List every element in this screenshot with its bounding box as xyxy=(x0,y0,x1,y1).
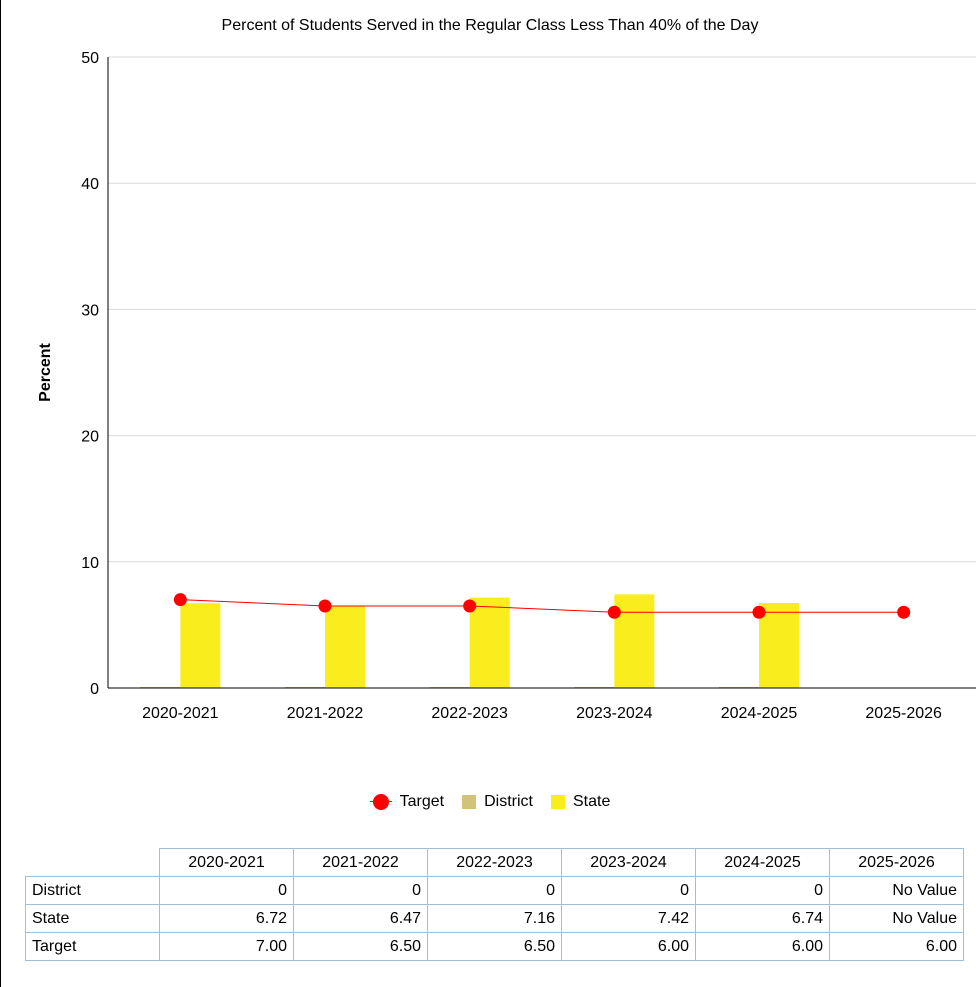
table-row-state: State 6.72 6.47 7.16 7.42 6.74 No Value xyxy=(25,904,964,933)
table-cell: 6.72 xyxy=(159,904,294,933)
bar-state-2023-2024 xyxy=(614,594,655,688)
x-tick-label: 2020-2021 xyxy=(142,705,219,722)
bar-state-2021-2022 xyxy=(325,606,365,688)
table-header-cell: 2022-2023 xyxy=(427,848,562,877)
legend-entry-district: District xyxy=(462,793,533,811)
point-target-2020-2021 xyxy=(173,593,187,607)
legend-label-district: District xyxy=(484,793,533,810)
table-row-label: State xyxy=(25,904,160,933)
table-row-target: Target 7.00 6.50 6.50 6.00 6.00 6.00 xyxy=(25,932,964,961)
table-cell: 6.00 xyxy=(695,932,830,961)
table-cell: 6.50 xyxy=(293,932,428,961)
grid-layer xyxy=(108,56,976,563)
bar-state-2020-2021 xyxy=(180,603,221,688)
table-cell: 0 xyxy=(427,876,562,905)
legend-entry-target: Target xyxy=(369,793,445,811)
x-tick-label: 2022-2023 xyxy=(431,705,508,722)
table-header-cell: 2023-2024 xyxy=(561,848,696,877)
table-header-cell: 2025-2026 xyxy=(829,848,964,877)
x-tick-label: 2024-2025 xyxy=(721,705,798,722)
chart-legend: Target District State xyxy=(1,793,978,811)
y-tick-label: 20 xyxy=(81,429,99,446)
y-tick-label: 50 xyxy=(81,50,99,67)
legend-entry-state: State xyxy=(551,793,610,811)
legend-label-target: Target xyxy=(399,793,445,810)
table-cell: 6.00 xyxy=(561,932,696,961)
axis-layer xyxy=(107,57,976,689)
y-tick-label: 40 xyxy=(81,176,99,193)
table-cell: 0 xyxy=(695,876,830,905)
table-cell: 7.42 xyxy=(561,904,696,933)
x-tick-label: 2023-2024 xyxy=(576,705,653,722)
table-cell: 6.50 xyxy=(427,932,562,961)
point-target-2022-2023 xyxy=(463,599,477,613)
table-cell: 7.16 xyxy=(427,904,562,933)
y-tick-label: 30 xyxy=(81,302,99,319)
data-table: 2020-2021 2021-2022 2022-2023 2023-2024 … xyxy=(25,848,964,961)
table-header-cell: 2021-2022 xyxy=(293,848,428,877)
chart-title: Percent of Students Served in the Regula… xyxy=(221,17,759,34)
x-tick-label: 2025-2026 xyxy=(865,705,942,722)
x-tick-label: 2021-2022 xyxy=(287,705,364,722)
bar-layer xyxy=(140,594,799,688)
y-axis-label: Percent xyxy=(37,342,54,401)
point-target-2025-2026 xyxy=(897,605,911,619)
bar-state-2024-2025 xyxy=(759,602,799,688)
bar-state-2022-2023 xyxy=(469,597,510,688)
label-layer: 0 10 20 30 40 50 2020-2021 2021-2022 2022-2023 20… xyxy=(37,50,942,722)
table-row-label: Target xyxy=(25,932,160,961)
table-header-row: 2020-2021 2021-2022 2022-2023 2023-2024 … xyxy=(25,848,964,877)
y-tick-label: 0 xyxy=(90,681,99,698)
table-cell: 7.00 xyxy=(159,932,294,961)
point-target-2023-2024 xyxy=(607,605,621,619)
point-target-2021-2022 xyxy=(318,599,332,613)
table-cell: 6.74 xyxy=(695,904,830,933)
legend-district-swatch-icon xyxy=(462,795,477,809)
table-row-label: District xyxy=(25,876,160,905)
legend-state-swatch-icon xyxy=(551,795,565,809)
table-cell: 6.47 xyxy=(293,904,428,933)
table-cell: No Value xyxy=(829,876,964,905)
table-cell: 0 xyxy=(159,876,294,905)
legend-label-state: State xyxy=(573,793,611,810)
table-corner-cell xyxy=(25,848,160,877)
table-cell: 0 xyxy=(561,876,696,905)
table-cell: 6.00 xyxy=(829,932,964,961)
legend-target-marker-icon xyxy=(369,794,392,810)
y-tick-label: 10 xyxy=(81,555,99,572)
point-target-2024-2025 xyxy=(752,605,766,619)
target-line-layer xyxy=(173,593,911,619)
chart-plot: 0 10 20 30 40 50 2020-2021 2021-2022 2022-2023 20… xyxy=(37,50,976,722)
table-cell: 0 xyxy=(293,876,428,905)
table-header-cell: 2020-2021 xyxy=(159,848,294,877)
series-line-target xyxy=(180,599,904,613)
table-row-district: District 0 0 0 0 0 No Value xyxy=(25,876,964,905)
table-cell: No Value xyxy=(829,904,964,933)
table-header-cell: 2024-2025 xyxy=(695,848,830,877)
